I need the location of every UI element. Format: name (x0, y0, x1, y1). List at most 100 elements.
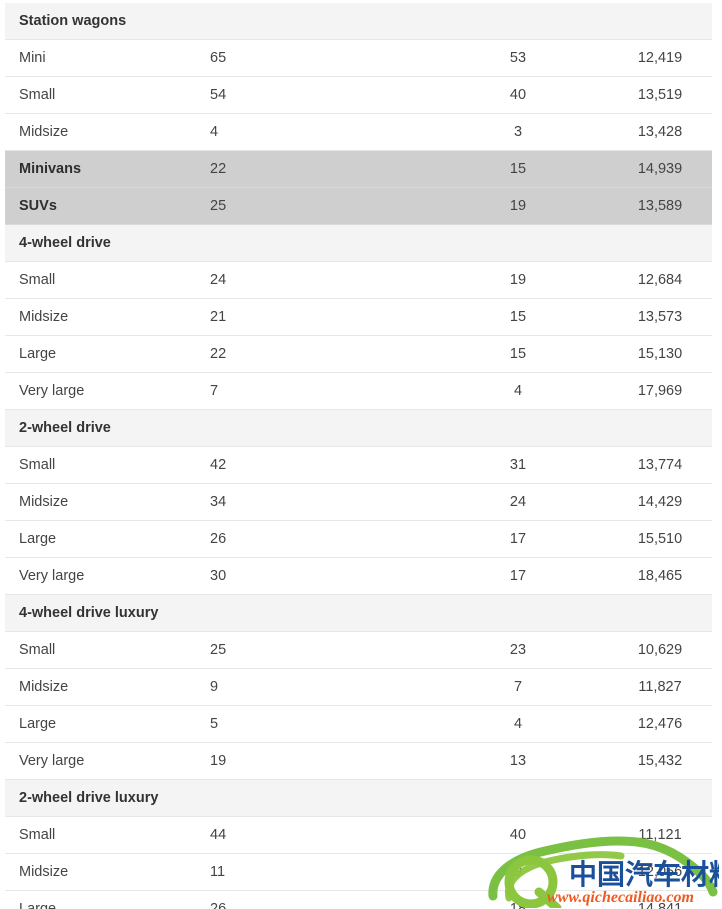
table-row: Small 42 31 13,774 (5, 446, 712, 484)
cell-category-label: Large (5, 335, 210, 373)
cell-value-2: 7 (428, 668, 608, 706)
cell-value-1: 5 (210, 705, 428, 743)
cell-value-3: 10,629 (608, 631, 712, 669)
cell-category-label: Midsize (5, 113, 210, 151)
cell-value-3 (608, 409, 712, 447)
table-section-header-row: Station wagons (5, 3, 712, 40)
cell-category-label: Very large (5, 372, 210, 410)
table-row: Mini 65 53 12,419 (5, 39, 712, 77)
cell-value-1 (210, 779, 428, 817)
cell-value-3 (608, 779, 712, 817)
cell-value-2: 19 (428, 187, 608, 225)
cell-value-1: 22 (210, 335, 428, 373)
table-row: Large 26 17 15,510 (5, 520, 712, 558)
cell-category-label: Small (5, 261, 210, 299)
cell-value-2: 40 (428, 816, 608, 854)
cell-value-3: 14,939 (608, 150, 712, 188)
cell-value-2: 23 (428, 631, 608, 669)
cell-value-3: 13,589 (608, 187, 712, 225)
cell-value-1: 19 (210, 742, 428, 780)
cell-value-1: 34 (210, 483, 428, 521)
cell-category-label: Small (5, 631, 210, 669)
table-row: Small 54 40 13,519 (5, 76, 712, 114)
table-row: Small 24 19 12,684 (5, 261, 712, 299)
cell-category-label: Very large (5, 557, 210, 595)
cell-value-1: 9 (210, 668, 428, 706)
cell-value-3: 18,465 (608, 557, 712, 595)
cell-value-2: 31 (428, 446, 608, 484)
cell-category-label: Midsize (5, 483, 210, 521)
cell-value-2: 17 (428, 557, 608, 595)
table-section-header-row: 2-wheel drive luxury (5, 779, 712, 817)
cell-value-1: 4 (210, 113, 428, 151)
cell-value-2: 24 (428, 483, 608, 521)
cell-value-1: 11 (210, 853, 428, 891)
cell-value-2: 4 (428, 372, 608, 410)
cell-value-3: 12,056 (608, 853, 712, 891)
cell-value-2 (428, 3, 608, 40)
cell-value-2 (428, 409, 608, 447)
cell-value-2: 19 (428, 261, 608, 299)
cell-value-1: 42 (210, 446, 428, 484)
cell-value-2: 9 (428, 853, 608, 891)
cell-category-label: 4-wheel drive (5, 224, 210, 262)
cell-value-1 (210, 3, 428, 40)
cell-value-3: 14,429 (608, 483, 712, 521)
cell-value-1: 25 (210, 631, 428, 669)
cell-value-3: 14,841 (608, 890, 712, 909)
table-row: Midsize 21 15 13,573 (5, 298, 712, 336)
cell-value-1 (210, 594, 428, 632)
cell-value-1 (210, 409, 428, 447)
table-row-highlighted: SUVs 25 19 13,589 (5, 187, 712, 225)
cell-value-3: 15,130 (608, 335, 712, 373)
cell-value-2: 15 (428, 298, 608, 336)
cell-value-2: 18 (428, 890, 608, 909)
cell-value-2: 13 (428, 742, 608, 780)
cell-category-label: Small (5, 446, 210, 484)
cell-value-2: 17 (428, 520, 608, 558)
table-row: Midsize 34 24 14,429 (5, 483, 712, 521)
cell-value-3: 11,827 (608, 668, 712, 706)
cell-value-3: 15,510 (608, 520, 712, 558)
cell-value-1: 24 (210, 261, 428, 299)
cell-value-3: 13,428 (608, 113, 712, 151)
cell-category-label: Large (5, 520, 210, 558)
cell-category-label: Midsize (5, 853, 210, 891)
cell-value-2: 15 (428, 150, 608, 188)
cell-value-3 (608, 224, 712, 262)
cell-value-1: 54 (210, 76, 428, 114)
cell-value-3 (608, 594, 712, 632)
cell-category-label: Midsize (5, 668, 210, 706)
cell-value-1: 22 (210, 150, 428, 188)
cell-category-label: Midsize (5, 298, 210, 336)
cell-category-label: Mini (5, 39, 210, 77)
cell-category-label: Minivans (5, 150, 210, 188)
cell-value-2 (428, 224, 608, 262)
cell-category-label: Small (5, 76, 210, 114)
cell-value-3: 15,432 (608, 742, 712, 780)
table-section-header-row: 4-wheel drive (5, 224, 712, 262)
table-row: Very large 30 17 18,465 (5, 557, 712, 595)
cell-value-1: 44 (210, 816, 428, 854)
cell-category-label: Station wagons (5, 3, 210, 40)
cell-value-2: 3 (428, 113, 608, 151)
cell-category-label: 2-wheel drive (5, 409, 210, 447)
table-row: Large 22 15 15,130 (5, 335, 712, 373)
cell-category-label: 4-wheel drive luxury (5, 594, 210, 632)
cell-value-2 (428, 779, 608, 817)
table-row: Very large 7 4 17,969 (5, 372, 712, 410)
cell-value-2 (428, 594, 608, 632)
table-body: Station wagons Mini 65 53 12,419 Small 54 40 13,… (5, 3, 712, 909)
cell-value-1: 25 (210, 187, 428, 225)
cell-value-1: 30 (210, 557, 428, 595)
table-row: Small 44 40 11,121 (5, 816, 712, 854)
cell-category-label: Very large (5, 742, 210, 780)
cell-value-1: 26 (210, 520, 428, 558)
cell-category-label: Large (5, 890, 210, 909)
cell-value-1 (210, 224, 428, 262)
table-section-header-row: 2-wheel drive (5, 409, 712, 447)
cell-value-3: 13,774 (608, 446, 712, 484)
cell-category-label: Small (5, 816, 210, 854)
cell-value-3: 12,684 (608, 261, 712, 299)
